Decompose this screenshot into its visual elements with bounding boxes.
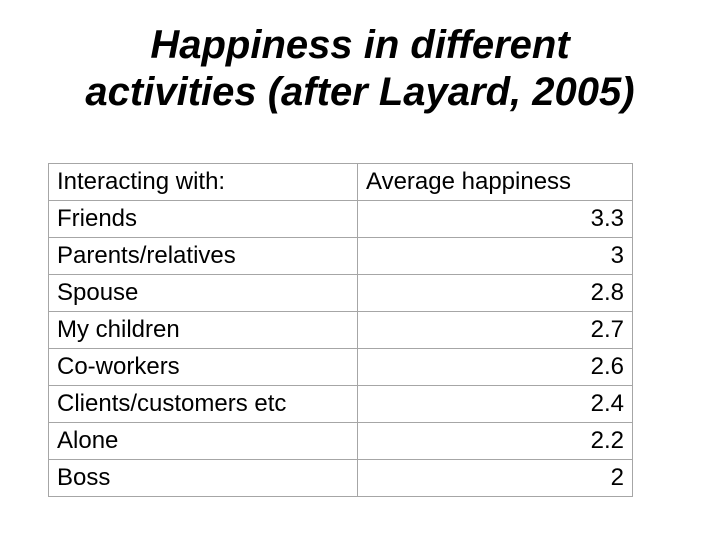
row-value: 2: [357, 459, 633, 497]
table-row: Alone 2.2: [48, 422, 633, 460]
row-label: Alone: [48, 422, 358, 460]
table-row: Co-workers 2.6: [48, 348, 633, 386]
row-value: 2.6: [357, 348, 633, 386]
header-average-happiness: Average happiness: [357, 163, 633, 201]
table-row: Friends 3.3: [48, 200, 633, 238]
slide-title-line-2: activities (after Layard, 2005): [85, 70, 635, 114]
row-label: Parents/relatives: [48, 237, 358, 275]
row-value: 3: [357, 237, 633, 275]
row-label: My children: [48, 311, 358, 349]
row-value: 2.4: [357, 385, 633, 423]
row-label: Friends: [48, 200, 358, 238]
row-label: Clients/customers etc: [48, 385, 358, 423]
table-row: Boss 2: [48, 459, 633, 497]
row-label: Spouse: [48, 274, 358, 312]
row-label: Boss: [48, 459, 358, 497]
row-value: 2.7: [357, 311, 633, 349]
happiness-table: Interacting with: Average happiness Frie…: [48, 163, 633, 497]
row-label: Co-workers: [48, 348, 358, 386]
row-value: 2.8: [357, 274, 633, 312]
table-row: Spouse 2.8: [48, 274, 633, 312]
table-row: Parents/relatives 3: [48, 237, 633, 275]
table-row: My children 2.7: [48, 311, 633, 349]
slide-title: Happiness in different activities (after…: [0, 22, 720, 116]
row-value: 2.2: [357, 422, 633, 460]
header-interacting-with: Interacting with:: [48, 163, 358, 201]
row-value: 3.3: [357, 200, 633, 238]
slide-title-line-1: Happiness in different: [150, 23, 570, 67]
table-header-row: Interacting with: Average happiness: [48, 163, 633, 201]
table-row: Clients/customers etc 2.4: [48, 385, 633, 423]
